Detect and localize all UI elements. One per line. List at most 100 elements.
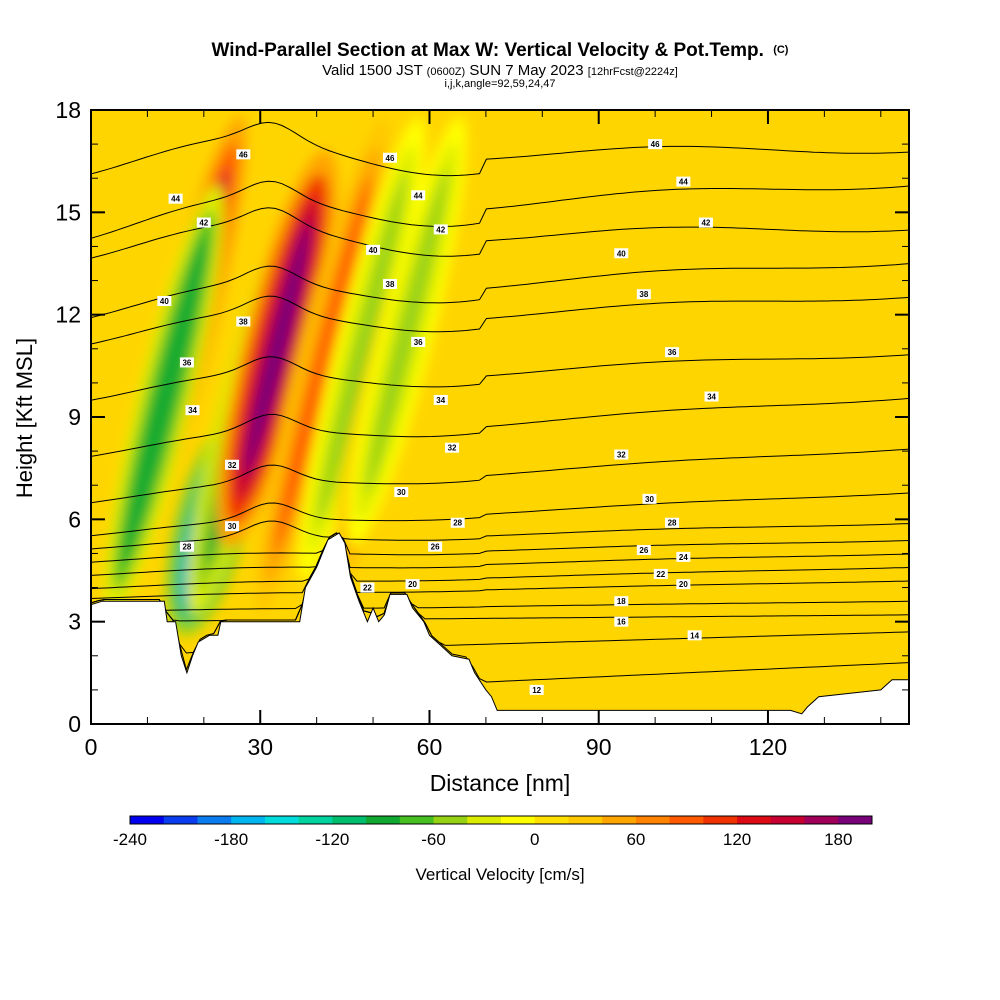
colorbar-swatch-21 xyxy=(838,816,873,824)
chart-title-mark: (C) xyxy=(773,44,789,56)
contour-label-32-2: 32 xyxy=(617,451,626,460)
x-tick-label-120: 120 xyxy=(749,734,787,760)
theta-contour-28 xyxy=(91,520,909,550)
velocity-band-5-4 xyxy=(244,221,311,476)
contour-label-bg xyxy=(676,551,691,562)
velocity-band-7-3 xyxy=(317,172,407,525)
contour-label-42-2: 42 xyxy=(701,219,710,228)
contour-label-46-2: 46 xyxy=(651,140,660,149)
contour-label-bg xyxy=(665,517,680,528)
contour-label-bg xyxy=(394,487,409,498)
contour-label-bg xyxy=(665,347,680,358)
contour-label-bg xyxy=(382,152,397,163)
theta-contour-46 xyxy=(91,121,909,177)
colorbar-swatch-19 xyxy=(770,816,806,824)
colorbar-swatch-11 xyxy=(501,816,536,824)
contour-label-28-2: 28 xyxy=(668,519,677,528)
colorbar-tick-120: 120 xyxy=(723,830,751,849)
chart-title: Wind-Parallel Section at Max W: Vertical… xyxy=(212,40,789,61)
velocity-band-1-3 xyxy=(122,236,207,564)
contour-label-36-2: 36 xyxy=(668,348,677,357)
contour-label-bg xyxy=(185,405,200,416)
contour-label-bg xyxy=(433,394,448,405)
contour-label-bg xyxy=(411,190,426,201)
contour-label-bg xyxy=(168,193,183,204)
colorbar-swatch-20 xyxy=(804,816,839,824)
theta-contour-22 xyxy=(91,532,909,590)
contour-label-44-2: 44 xyxy=(679,178,688,187)
contour-label-40-0: 40 xyxy=(160,297,169,306)
theta-contour-16 xyxy=(91,532,909,622)
theta-contour-44 xyxy=(91,180,909,239)
contour-label-32-1: 32 xyxy=(448,444,457,453)
y-tick-label-9: 9 xyxy=(68,404,81,430)
contour-label-32-0: 32 xyxy=(228,461,237,470)
contour-label-34-2: 34 xyxy=(707,393,716,402)
contour-label-bg xyxy=(676,176,691,187)
contour-label-26-1: 26 xyxy=(639,546,648,555)
contour-label-44-1: 44 xyxy=(414,191,423,200)
velocity-band-9-3 xyxy=(365,168,449,496)
subtitle-utc: (0600Z) xyxy=(427,66,466,78)
contour-label-bg xyxy=(614,616,629,627)
contour-label-bg xyxy=(179,541,194,552)
x-tick-label-0: 0 xyxy=(85,734,98,760)
contour-label-16-0: 16 xyxy=(617,618,626,627)
contour-label-bg xyxy=(236,149,251,160)
contour-label-bg xyxy=(450,517,465,528)
subtitle-date: SUN 7 May 2023 xyxy=(469,62,583,79)
contour-label-bg xyxy=(179,357,194,368)
contour-label-14-0: 14 xyxy=(690,631,699,640)
colorbar-frame xyxy=(129,815,873,825)
theta-contour-18 xyxy=(91,532,909,611)
contour-label-38-0: 38 xyxy=(239,317,248,326)
colorbar-swatch-7 xyxy=(366,816,401,824)
y-tick-label-15: 15 xyxy=(55,199,81,225)
contour-label-24-0: 24 xyxy=(679,553,688,562)
theta-contours xyxy=(91,121,909,683)
contour-label-bg xyxy=(196,217,211,228)
contour-label-bg xyxy=(411,336,426,347)
colorbar-tick-60: 60 xyxy=(626,830,645,849)
theta-contour-32 xyxy=(91,448,909,504)
colorbar-swatch-18 xyxy=(737,816,772,824)
contour-label-bg xyxy=(405,579,420,590)
theta-contour-40 xyxy=(91,263,909,319)
colorbar-swatch-3 xyxy=(231,816,266,824)
contour-label-bg xyxy=(366,244,381,255)
contour-label-bg xyxy=(445,442,460,453)
theta-contour-30 xyxy=(91,492,909,537)
contour-label-30-2: 30 xyxy=(645,495,654,504)
contour-label-bg xyxy=(636,545,651,556)
contour-label-bg xyxy=(614,449,629,460)
colorbar-swatch-9 xyxy=(433,816,468,824)
colorbar-tick-0: 0 xyxy=(530,830,539,849)
contour-label-bg xyxy=(157,296,172,307)
colorbar-swatch-1 xyxy=(163,816,198,824)
contour-label-bg xyxy=(529,684,544,695)
colorbar-swatch-10 xyxy=(467,816,502,824)
contour-label-bg xyxy=(614,248,629,259)
contour-label-40-1: 40 xyxy=(369,246,378,255)
colorbar-swatch-16 xyxy=(669,816,704,824)
colorbar-swatch-6 xyxy=(332,816,367,824)
contour-label-bg xyxy=(433,224,448,235)
contour-label-22-0: 22 xyxy=(363,584,372,593)
contour-label-38-1: 38 xyxy=(386,280,395,289)
colorbar-swatch-4 xyxy=(264,816,300,824)
x-tick-label-30: 30 xyxy=(247,734,273,760)
y-tick-label-6: 6 xyxy=(68,506,81,532)
contour-label-34-1: 34 xyxy=(436,396,445,405)
contour-label-26-0: 26 xyxy=(431,543,440,552)
contour-label-bg xyxy=(648,139,663,150)
x-tick-label-90: 90 xyxy=(586,734,612,760)
contour-label-20-1: 20 xyxy=(679,580,688,589)
contour-label-20-0: 20 xyxy=(408,580,417,589)
subtitle-valid: Valid 1500 JST xyxy=(322,62,422,79)
plot-area: 12 14 16 18 20 20 22 22 24 26 26 28 28 28 30 30 30 32 32 32… xyxy=(91,110,909,724)
contour-label-bg xyxy=(636,289,651,300)
contour-label-bg xyxy=(704,391,719,402)
colorbar-swatch-14 xyxy=(602,816,637,824)
